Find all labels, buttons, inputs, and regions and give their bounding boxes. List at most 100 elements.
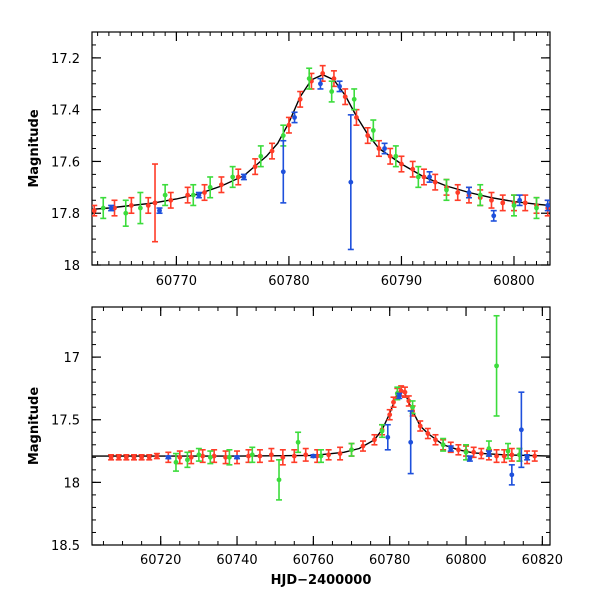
point-marker — [421, 174, 427, 180]
point-marker — [249, 452, 255, 458]
point-marker — [280, 454, 286, 460]
data-point — [235, 168, 242, 186]
data-point — [420, 168, 427, 186]
point-marker — [139, 454, 145, 460]
point-marker — [269, 148, 275, 154]
point-marker — [162, 192, 168, 198]
point-marker — [310, 453, 316, 459]
x-axis-title: HJD−2400000 — [271, 573, 372, 588]
data-point — [493, 314, 500, 417]
point-marker — [286, 122, 292, 128]
data-point — [426, 171, 433, 183]
data-point — [398, 385, 405, 397]
point-marker — [258, 153, 264, 159]
data-point — [240, 173, 247, 181]
series-2 — [108, 77, 550, 251]
data-point — [222, 450, 229, 465]
point-marker — [280, 133, 286, 138]
data-point — [276, 459, 283, 501]
point-marker — [185, 192, 191, 198]
data-point — [415, 165, 422, 189]
data-point — [455, 443, 462, 456]
point-marker — [257, 453, 263, 459]
data-point — [447, 445, 454, 452]
point-marker — [331, 76, 337, 81]
data-point — [317, 77, 324, 90]
data-point — [364, 126, 371, 145]
data-point — [190, 183, 197, 207]
x-tick-label: 60780 — [369, 553, 410, 568]
point-marker — [500, 200, 506, 206]
data-point — [493, 448, 500, 464]
point-marker — [177, 454, 183, 460]
point-marker — [494, 453, 499, 459]
data-point — [268, 447, 275, 462]
data-point — [207, 176, 214, 199]
data-point — [478, 447, 485, 460]
series-0 — [92, 64, 550, 243]
data-point — [153, 452, 160, 460]
data-point — [396, 392, 403, 400]
data-point — [108, 454, 115, 461]
point-marker — [433, 437, 438, 443]
data-point — [522, 194, 529, 212]
data-point — [145, 196, 152, 215]
point-marker — [391, 399, 396, 405]
data-point — [531, 450, 538, 462]
data-point — [524, 454, 531, 461]
point-marker — [276, 477, 282, 483]
data-point — [165, 454, 172, 460]
data-point — [466, 455, 473, 462]
data-point — [390, 396, 397, 409]
point-marker — [329, 89, 335, 94]
data-point — [122, 199, 129, 227]
data-point — [279, 448, 286, 466]
data-point — [291, 111, 298, 124]
data-point — [252, 158, 259, 176]
point-marker — [306, 76, 312, 81]
point-marker — [292, 115, 297, 120]
point-marker — [354, 115, 359, 120]
point-marker — [387, 153, 393, 159]
point-marker — [280, 169, 286, 175]
point-marker — [337, 83, 342, 89]
point-marker — [295, 439, 301, 445]
data-point — [505, 442, 512, 460]
data-point — [387, 147, 394, 165]
data-point — [432, 433, 439, 446]
data-point — [398, 155, 405, 173]
data-point — [269, 142, 276, 160]
point-marker — [532, 453, 538, 459]
data-point — [218, 176, 225, 194]
point-marker — [227, 454, 232, 460]
data-point — [490, 209, 497, 222]
point-marker — [370, 127, 376, 133]
point-marker — [398, 388, 404, 394]
point-marker — [440, 442, 446, 448]
data-point — [371, 433, 378, 446]
point-marker — [185, 457, 190, 463]
point-marker — [131, 454, 137, 460]
data-point — [249, 446, 256, 464]
data-point — [137, 191, 144, 225]
point-marker — [365, 133, 371, 138]
data-point — [123, 454, 130, 461]
data-point — [348, 442, 355, 457]
data-point — [201, 183, 208, 202]
x-tick-label: 60800 — [445, 553, 486, 568]
point-marker — [425, 431, 431, 436]
point-marker — [376, 146, 382, 151]
point-marker — [211, 453, 217, 459]
data-point — [318, 448, 324, 464]
data-point — [516, 194, 523, 207]
data-point — [386, 408, 393, 421]
point-marker — [396, 393, 402, 399]
data-point — [330, 70, 337, 88]
point-marker — [360, 443, 366, 449]
data-point — [297, 90, 304, 108]
point-marker — [291, 453, 297, 459]
top-panel-zoom-light-curve: 60770 60780 60790 60800 17.2 17.4 17.6 17.8 18 Ma… — [27, 31, 551, 289]
point-marker — [349, 447, 354, 453]
data-point — [401, 386, 408, 398]
point-marker — [252, 164, 258, 170]
